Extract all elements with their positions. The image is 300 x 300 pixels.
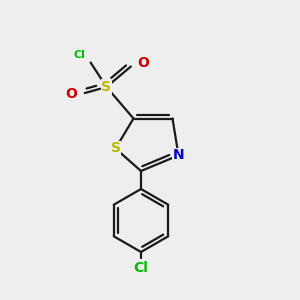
Text: O: O — [65, 88, 77, 101]
Text: S: S — [110, 142, 121, 155]
Text: O: O — [137, 56, 149, 70]
Text: S: S — [101, 80, 112, 94]
Text: Cl: Cl — [74, 50, 86, 61]
Text: N: N — [173, 148, 184, 162]
Text: Cl: Cl — [134, 261, 148, 274]
